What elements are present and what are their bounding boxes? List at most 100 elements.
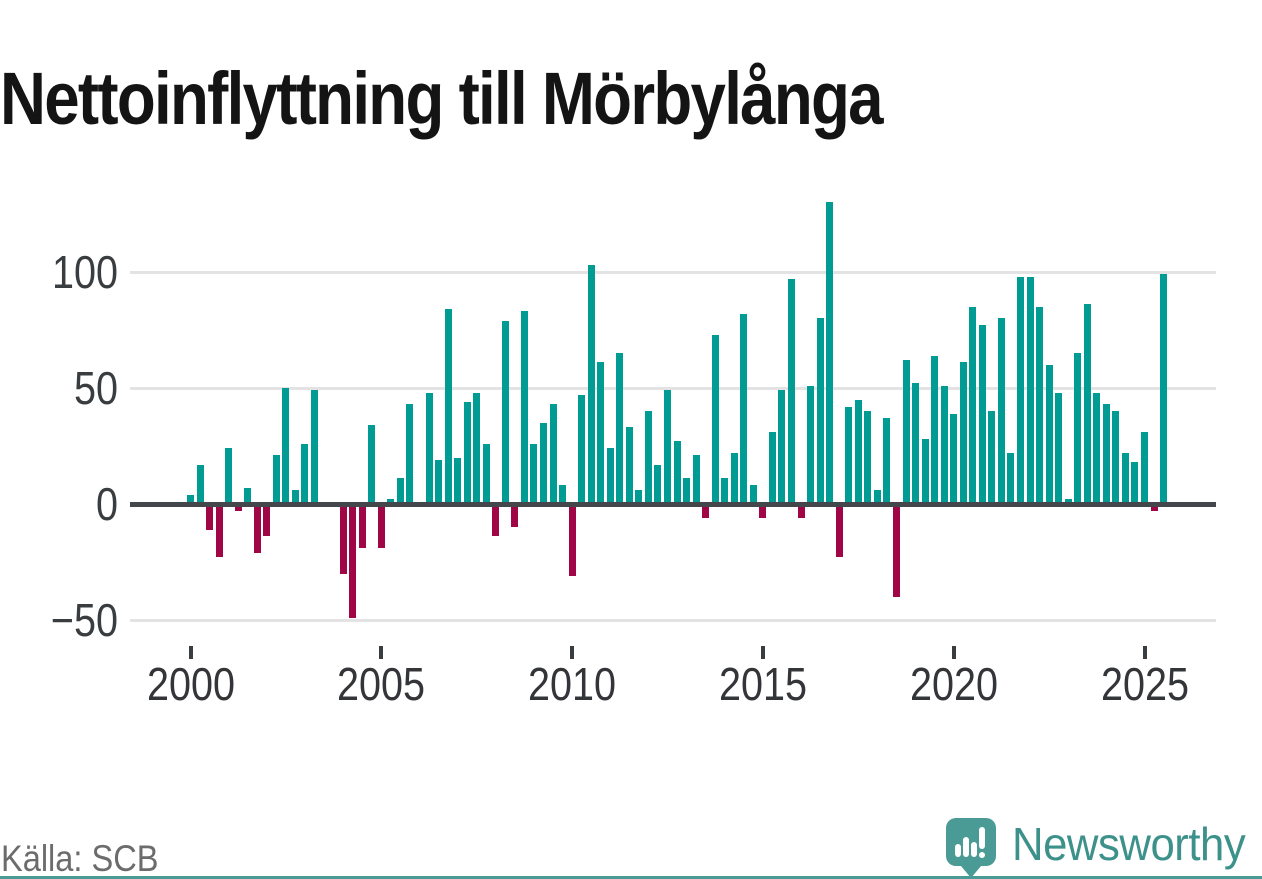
x-tick <box>760 646 765 659</box>
bar <box>234 504 242 511</box>
bar <box>635 490 643 504</box>
bar <box>435 459 443 504</box>
bar <box>778 390 786 504</box>
bar <box>759 504 767 518</box>
bar <box>816 318 824 504</box>
bar <box>568 504 576 576</box>
gridline <box>130 270 1216 274</box>
bar <box>740 313 748 504</box>
bar <box>492 504 500 537</box>
bar <box>1074 353 1082 504</box>
bar <box>1036 306 1044 504</box>
bar <box>902 360 910 504</box>
bar <box>425 392 433 504</box>
bar <box>349 504 357 618</box>
bar <box>1112 411 1120 504</box>
bar <box>473 392 481 504</box>
bar <box>301 443 309 504</box>
bar <box>539 422 547 504</box>
bar <box>520 311 528 504</box>
bar <box>549 404 557 504</box>
bar <box>664 390 671 504</box>
bar <box>807 385 815 504</box>
bar <box>206 504 214 530</box>
bar <box>616 353 624 504</box>
y-axis-label: −50 <box>50 594 118 646</box>
bar <box>768 432 776 504</box>
bar <box>501 320 509 504</box>
bar <box>978 325 986 504</box>
bar <box>358 504 366 549</box>
bar <box>826 202 834 504</box>
x-tick-label: 2000 <box>146 658 235 710</box>
bar <box>854 399 862 504</box>
x-tick <box>379 646 384 659</box>
bar <box>339 504 347 574</box>
bar <box>1150 504 1158 511</box>
x-tick-label: 2010 <box>528 658 617 710</box>
bar <box>1045 364 1053 504</box>
gridline <box>130 618 1216 622</box>
bar <box>253 504 261 553</box>
gridline <box>130 386 1216 390</box>
x-tick <box>1142 646 1147 659</box>
bar <box>530 443 538 504</box>
bar <box>606 448 614 504</box>
bar <box>864 411 872 504</box>
bar <box>244 487 252 504</box>
bar <box>578 394 586 504</box>
bar <box>444 309 452 504</box>
bar <box>959 362 967 504</box>
bar <box>950 413 958 504</box>
bar <box>225 448 233 504</box>
bar <box>644 411 652 504</box>
source-label: Källa: SCB <box>1 838 159 879</box>
bar <box>282 388 290 504</box>
zero-line <box>130 501 1216 507</box>
bar <box>912 383 920 504</box>
bar <box>377 504 385 549</box>
bar <box>1102 404 1110 504</box>
bar <box>1026 276 1034 504</box>
bar <box>1016 276 1024 504</box>
bar <box>215 504 223 558</box>
bar <box>1141 432 1148 504</box>
bar <box>1093 392 1101 504</box>
bar <box>1160 274 1168 504</box>
bottom-accent-bar <box>0 876 1262 879</box>
bar <box>997 318 1005 504</box>
bar <box>454 457 462 504</box>
newsworthy-logo: Newsworthy <box>944 816 1258 879</box>
bar <box>559 485 567 504</box>
bar <box>702 504 710 518</box>
x-tick-label: 2025 <box>1100 658 1189 710</box>
bar <box>511 504 519 528</box>
bar <box>1007 452 1015 504</box>
bar <box>692 455 700 504</box>
newsworthy-pin-icon <box>944 816 998 879</box>
bar <box>463 401 471 504</box>
bar <box>788 278 796 504</box>
y-axis-label: 100 <box>51 246 119 298</box>
page-title: Nettoinflyttning till Mörbylånga <box>0 56 884 140</box>
bar <box>396 478 404 504</box>
bar <box>1083 304 1091 504</box>
bar <box>482 443 490 504</box>
x-tick <box>188 646 193 659</box>
bar <box>835 504 843 558</box>
bar <box>721 478 729 504</box>
bar <box>883 418 891 504</box>
bar <box>969 306 977 504</box>
bar <box>749 485 757 504</box>
x-tick-label: 2015 <box>718 658 807 710</box>
bar <box>711 334 719 504</box>
x-tick <box>951 646 956 659</box>
bar <box>187 494 194 504</box>
bar <box>1131 462 1139 504</box>
bar <box>683 478 691 504</box>
bar <box>873 490 881 504</box>
bar <box>892 504 900 597</box>
x-tick <box>570 646 575 659</box>
